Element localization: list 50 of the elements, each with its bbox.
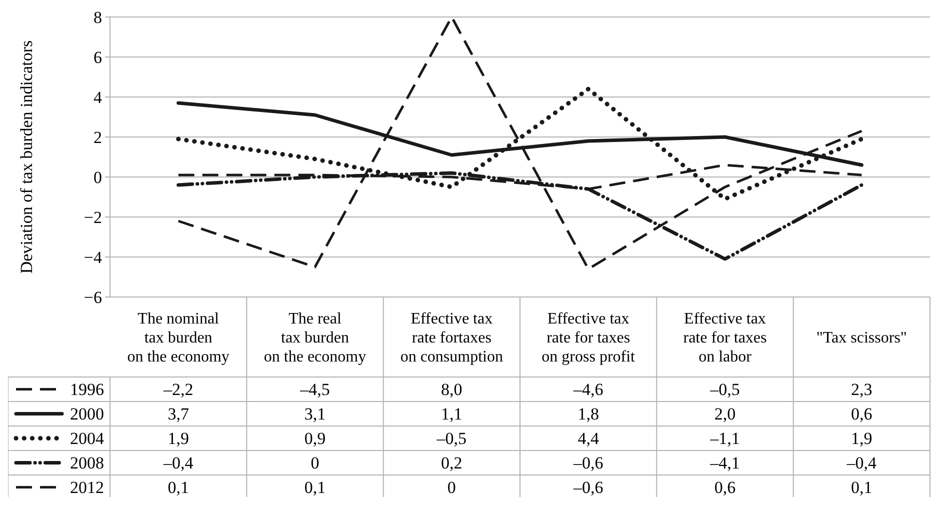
data-label: –4,5 <box>299 380 330 400</box>
data-label: 1,9 <box>851 429 872 448</box>
y-tick-label: 0 <box>94 168 102 187</box>
y-tick-label: −4 <box>84 248 102 267</box>
data-label: 0 <box>310 454 320 473</box>
legend-label: 2000 <box>70 404 104 424</box>
data-label: 3,1 <box>304 404 326 424</box>
data-label: –1,1 <box>709 429 740 448</box>
data-label: 0,1 <box>168 478 189 498</box>
data-label: –0,4 <box>162 454 194 473</box>
data-label: 1,1 <box>441 404 462 424</box>
y-tick-label: −6 <box>84 288 102 307</box>
legend-label: 2012 <box>70 478 104 498</box>
y-tick-label: −2 <box>84 208 102 227</box>
data-label: –0,6 <box>572 454 604 473</box>
x-tick-label: The nominal tax burden on the economy <box>127 310 230 366</box>
data-label: 1,9 <box>168 429 189 448</box>
y-tick-label: 8 <box>94 8 102 27</box>
data-label: 0,1 <box>851 478 872 498</box>
data-label: 0,9 <box>304 429 326 448</box>
data-label: 0 <box>447 478 456 498</box>
legend-label: 2008 <box>70 454 104 473</box>
data-label: –4,1 <box>709 454 740 473</box>
y-axis-title: Deviation of tax burden indicators <box>17 40 36 274</box>
data-label: 2,0 <box>714 404 736 424</box>
x-tick-label: "Tax scissors" <box>816 330 907 347</box>
y-tick-label: 2 <box>94 128 102 147</box>
data-label: 0,2 <box>441 454 462 473</box>
legend-label: 1996 <box>70 380 104 400</box>
data-label: 3,7 <box>168 404 190 424</box>
x-tick-label: The real tax burden on the economy <box>264 310 366 366</box>
x-tick-label: Effective tax rate fortaxes on consumption <box>400 310 504 366</box>
x-tick-label: Effective tax rate for taxes on gross profit <box>542 310 636 366</box>
y-tick-label: 6 <box>94 48 102 67</box>
data-label: 2,3 <box>851 380 872 400</box>
data-label: 0,6 <box>851 404 872 424</box>
data-label: 0,1 <box>304 478 326 498</box>
data-label: –4,6 <box>572 380 604 400</box>
y-tick-label: 4 <box>94 88 102 107</box>
data-label: –0,4 <box>846 454 878 473</box>
legend-label: 2004 <box>70 429 104 448</box>
data-label: 0,6 <box>714 478 736 498</box>
data-label: –0,5 <box>436 429 467 448</box>
data-label: 8,0 <box>441 380 462 400</box>
data-label: –2,2 <box>162 380 194 400</box>
x-tick-label: Effective tax rate for taxes on labor <box>683 310 767 366</box>
data-label: 1,8 <box>578 404 599 424</box>
data-label: –0,6 <box>572 478 604 498</box>
data-label: –0,5 <box>709 380 740 400</box>
data-label: 4,4 <box>578 429 600 448</box>
